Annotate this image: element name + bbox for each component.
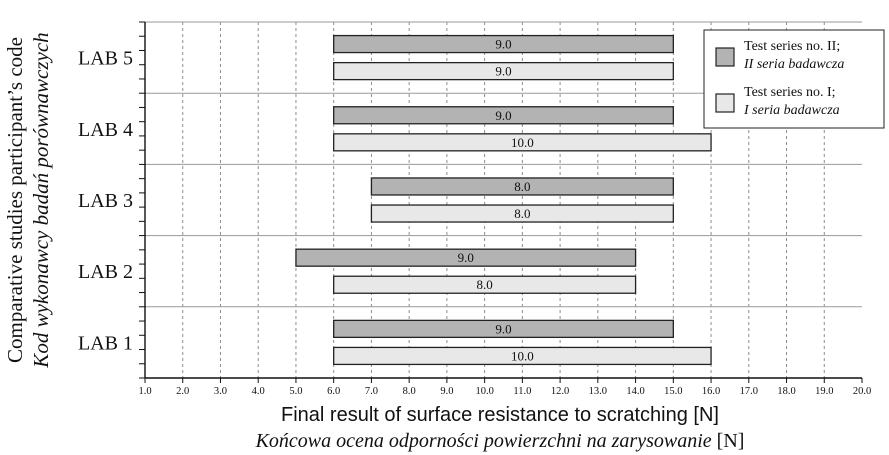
bar-label: 8.0 xyxy=(514,206,530,221)
x-axis-title-pl: Końcowa ocena odporności powierzchni na … xyxy=(255,430,745,452)
x-tick-label: 4.0 xyxy=(252,386,265,397)
bar-label: 9.0 xyxy=(458,250,474,265)
grid xyxy=(145,21,862,378)
legend-label-pl: I seria badawcza xyxy=(743,103,840,118)
x-axis-title-pl-unit: [N] xyxy=(717,430,745,452)
x-tick-label: 12.0 xyxy=(551,386,569,397)
bar xyxy=(333,346,712,366)
x-tick-label: 7.0 xyxy=(365,386,378,397)
bar-label: 9.0 xyxy=(495,321,511,336)
x-tick-label: 14.0 xyxy=(626,386,644,397)
x-tick-label: 10.0 xyxy=(475,386,493,397)
category-label: LAB 3 xyxy=(78,190,133,212)
x-tick-label: 16.0 xyxy=(702,386,720,397)
x-tick-label: 5.0 xyxy=(289,386,302,397)
x-tick-label: 18.0 xyxy=(777,386,795,397)
legend-label: Test series no. I; xyxy=(744,85,836,100)
x-tick-label: 1.0 xyxy=(138,386,151,397)
x-tick-label: 8.0 xyxy=(403,386,416,397)
legend-swatch xyxy=(715,93,735,113)
x-tick-label: 3.0 xyxy=(214,386,227,397)
axes: LAB 5 LAB 4 LAB 3 LAB 2 LAB 1 1.0 2.0 3.0 4.0 5.0… xyxy=(78,21,871,397)
bar xyxy=(370,177,674,196)
x-tick-label: 2.0 xyxy=(176,386,189,397)
legend-label: Test series no. II; xyxy=(744,39,840,54)
bar xyxy=(333,61,674,81)
y-axis-title: Comparative studies participant’s code xyxy=(3,37,27,363)
bar xyxy=(333,133,712,152)
bar xyxy=(333,106,674,125)
x-tick-label: 6.0 xyxy=(327,386,340,397)
x-tick-label: 13.0 xyxy=(589,386,607,397)
x-axis-title-pl-text: Końcowa ocena odporności powierzchni na … xyxy=(255,430,712,452)
category-label: LAB 2 xyxy=(78,261,133,283)
bar-label: 9.0 xyxy=(495,64,511,79)
bar-label: 10.0 xyxy=(511,135,534,150)
x-tick-label: 19.0 xyxy=(815,386,833,397)
bar xyxy=(295,248,637,267)
bar-label: 10.0 xyxy=(511,348,534,363)
x-tick-label: 9.0 xyxy=(440,386,453,397)
x-tick-label: 11.0 xyxy=(513,386,531,397)
legend-label-pl: II seria badawcza xyxy=(743,57,844,72)
bar-label: 8.0 xyxy=(477,277,493,292)
category-label: LAB 5 xyxy=(78,48,133,70)
bar-label: 9.0 xyxy=(495,37,511,52)
bar xyxy=(333,319,674,339)
bar xyxy=(370,204,674,223)
x-axis-title: Final result of surface resistance to sc… xyxy=(281,404,719,426)
category-label: LAB 1 xyxy=(78,332,133,354)
legend: Test series no. II; II seria badawcza Test… xyxy=(703,29,885,129)
bar-label: 8.0 xyxy=(514,179,530,194)
category-label: LAB 4 xyxy=(78,119,133,141)
bar-label: 9.0 xyxy=(495,108,511,123)
bar xyxy=(333,34,674,54)
x-tick-label: 17.0 xyxy=(740,386,758,397)
bars: 9.09.09.010.08.08.09.08.09.010.0 xyxy=(295,34,712,366)
bar xyxy=(333,275,637,294)
x-tick-label: 15.0 xyxy=(664,386,682,397)
x-tick-label: 20.0 xyxy=(853,386,871,397)
y-axis-title-pl: Kod wykonawcy badań porównawczych xyxy=(29,32,53,368)
legend-swatch xyxy=(715,47,735,67)
